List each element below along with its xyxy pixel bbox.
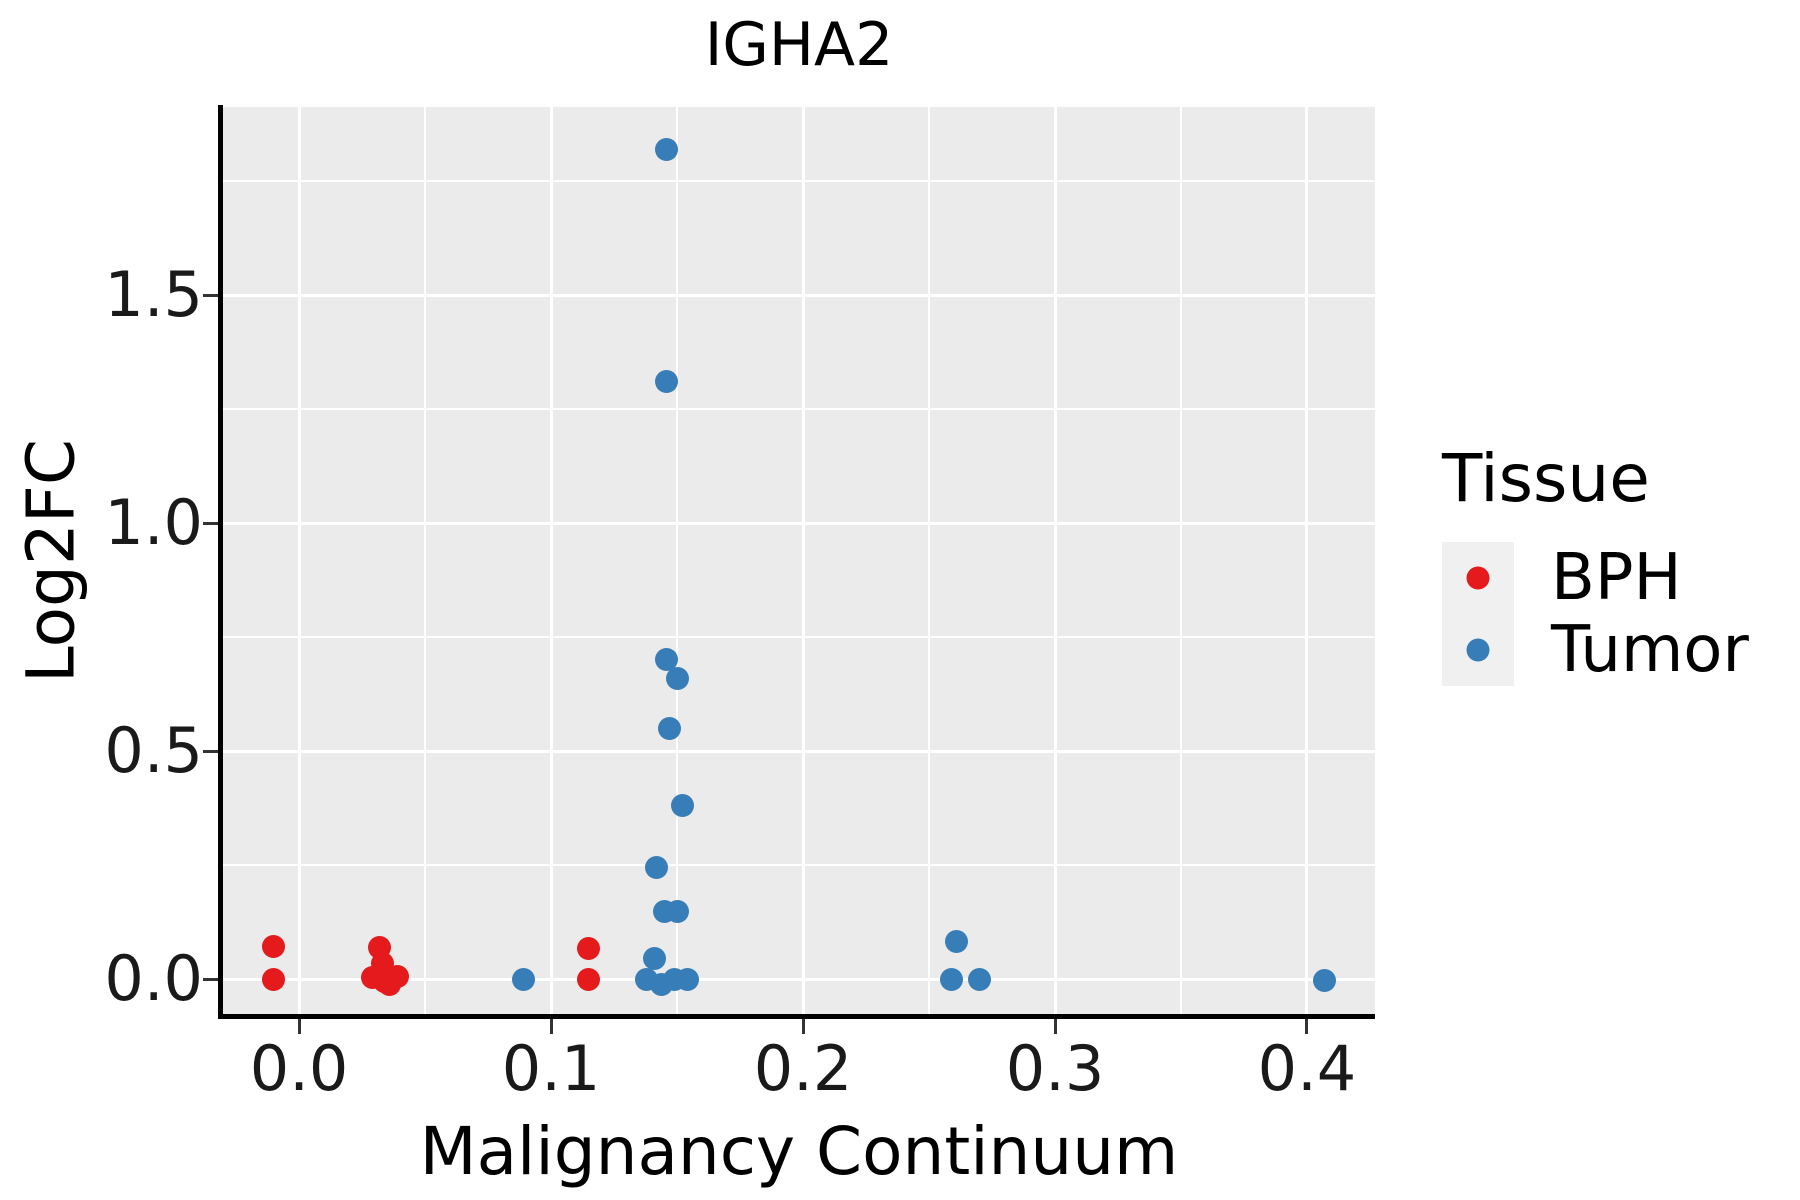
legend-label: Tumor — [1551, 612, 1749, 687]
x-minor-gridline — [424, 107, 427, 1016]
x-axis-label: Malignancy Continuum — [419, 1113, 1179, 1190]
x-tick-mark — [1053, 1019, 1057, 1034]
x-minor-gridline — [676, 107, 679, 1016]
x-major-gridline — [297, 107, 301, 1016]
data-point-bph — [577, 967, 601, 991]
data-point-tumor — [665, 900, 689, 924]
y-tick-mark — [203, 521, 218, 525]
data-point-bph — [262, 934, 286, 958]
y-tick-label: 0.0 — [104, 942, 203, 1016]
y-major-gridline — [223, 521, 1375, 525]
y-major-gridline — [223, 293, 1375, 297]
y-tick-label: 1.0 — [104, 486, 203, 559]
x-tick-label: 0.2 — [753, 1032, 853, 1105]
x-major-gridline — [1305, 107, 1309, 1016]
legend-dot-bph — [1466, 566, 1490, 590]
y-minor-gridline — [223, 636, 1375, 638]
y-tick-mark — [203, 977, 218, 981]
data-point-tumor — [657, 716, 681, 740]
y-tick-mark — [203, 749, 218, 753]
x-axis-line — [218, 1014, 1375, 1019]
x-tick-label: 0.4 — [1257, 1032, 1357, 1105]
y-minor-gridline — [223, 180, 1375, 182]
legend-item-tumor: Tumor — [1442, 612, 1749, 687]
x-major-gridline — [1053, 107, 1057, 1016]
y-tick-label: 0.5 — [104, 714, 203, 788]
data-point-tumor — [655, 137, 679, 161]
data-point-tumor — [967, 967, 991, 991]
y-tick-mark — [203, 293, 218, 297]
legend: Tissue BPH Tumor — [1442, 440, 1749, 687]
x-minor-gridline — [928, 107, 931, 1016]
y-minor-gridline — [223, 864, 1375, 867]
legend-key — [1442, 613, 1514, 686]
data-point-tumor — [655, 648, 679, 672]
data-point-tumor — [642, 946, 666, 970]
plot-title: IGHA2 — [704, 10, 894, 80]
x-tick-mark — [1305, 1019, 1309, 1034]
legend-title: Tissue — [1442, 440, 1650, 517]
y-tick-label: 1.5 — [104, 258, 203, 331]
x-tick-label: 0.3 — [1005, 1032, 1105, 1105]
x-tick-label: 0.1 — [501, 1032, 601, 1105]
legend-item-bph: BPH — [1442, 540, 1749, 615]
y-minor-gridline — [223, 408, 1375, 410]
data-point-tumor — [665, 666, 689, 690]
data-point-bph — [577, 937, 601, 961]
y-axis-line — [218, 105, 223, 1019]
x-minor-gridline — [1179, 107, 1182, 1016]
y-major-gridline — [223, 749, 1375, 753]
data-point-bph — [378, 972, 402, 996]
x-major-gridline — [549, 107, 553, 1016]
data-point-tumor — [670, 794, 694, 818]
data-point-tumor — [1313, 969, 1337, 993]
data-point-tumor — [655, 370, 679, 394]
x-tick-mark — [549, 1019, 553, 1034]
x-tick-label: 0.0 — [249, 1032, 349, 1105]
x-tick-mark — [297, 1019, 301, 1034]
y-major-gridline — [223, 977, 1375, 981]
x-major-gridline — [801, 107, 805, 1016]
data-point-tumor — [940, 967, 964, 991]
legend-dot-tumor — [1466, 638, 1490, 662]
data-point-tumor — [645, 856, 669, 880]
plot-panel — [223, 107, 1375, 1016]
legend-label: BPH — [1551, 540, 1682, 615]
y-axis-label: Log2FC — [12, 439, 90, 683]
legend-key — [1442, 541, 1514, 614]
data-point-tumor — [945, 929, 969, 953]
data-point-bph — [262, 967, 286, 991]
legend-items: BPH Tumor — [1442, 540, 1749, 687]
data-point-tumor — [511, 967, 535, 991]
data-point-tumor — [675, 968, 699, 992]
x-tick-mark — [801, 1019, 805, 1034]
